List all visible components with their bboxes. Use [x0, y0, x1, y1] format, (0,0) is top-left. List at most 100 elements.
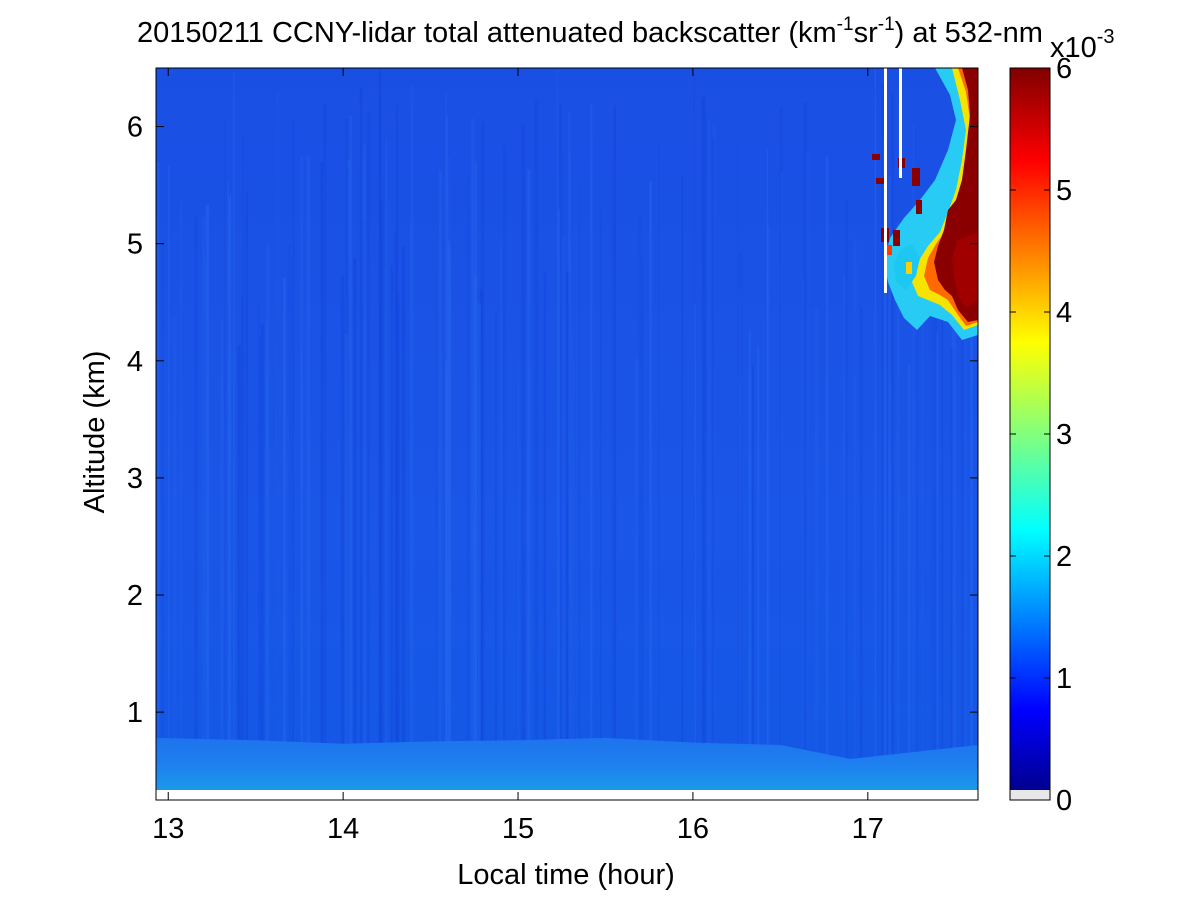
- noise-streak: [266, 244, 270, 790]
- noise-streak: [936, 332, 939, 790]
- noise-streak: [572, 331, 574, 790]
- noise-streak: [635, 358, 639, 790]
- noise-streak: [230, 191, 232, 790]
- noise-streak: [245, 192, 248, 790]
- y-tick-label: 1: [127, 697, 143, 729]
- noise-streak: [379, 200, 384, 790]
- noise-streak: [445, 361, 448, 790]
- noise-streak: [748, 330, 751, 790]
- noise-streak: [362, 144, 366, 790]
- noise-streak: [340, 275, 345, 790]
- noise-streak: [950, 347, 954, 790]
- cloud-cell: [876, 178, 884, 184]
- noise-streak: [543, 271, 547, 790]
- noise-streak: [359, 87, 363, 790]
- noise-streak: [712, 138, 715, 790]
- noise-streak: [220, 320, 224, 790]
- noise-streak: [970, 329, 973, 790]
- noise-streak: [266, 321, 268, 790]
- noise-streak: [825, 156, 829, 790]
- noise-streak: [438, 170, 442, 790]
- noise-streak: [468, 223, 470, 790]
- noise-streak: [396, 294, 400, 790]
- noise-streak: [353, 258, 357, 790]
- noise-streak: [323, 104, 327, 790]
- colorbar-tick-label: 6: [1056, 53, 1072, 85]
- noise-streak: [205, 204, 209, 790]
- noise-streak: [445, 115, 448, 790]
- noise-streak: [805, 150, 809, 790]
- noise-streak: [613, 105, 617, 790]
- colorbar: 0 1 2 3 4 5 6 x10-3: [1009, 26, 1115, 817]
- colorbar-tick-label: 3: [1056, 419, 1072, 451]
- noise-streak: [896, 222, 900, 790]
- noise-streak: [435, 274, 437, 790]
- noise-streak: [202, 217, 205, 790]
- x-tick-label: 17: [852, 813, 884, 845]
- noise-streak: [960, 96, 962, 790]
- colorbar-ticks: 0 1 2 3 4 5 6: [1010, 53, 1072, 817]
- cloud-cell: [886, 245, 892, 255]
- noise-streak: [694, 304, 696, 790]
- noise-streak: [708, 119, 711, 790]
- noise-streak: [611, 165, 613, 790]
- noise-streak: [802, 278, 805, 790]
- noise-streak: [410, 86, 414, 790]
- noise-streak: [481, 121, 485, 790]
- noise-streak: [194, 215, 198, 790]
- noise-streak: [275, 92, 280, 790]
- noise-streak: [389, 265, 394, 790]
- noise-streak: [534, 100, 539, 790]
- noise-streak: [658, 144, 660, 790]
- noise-streak: [517, 359, 520, 790]
- x-tick-label: 14: [327, 813, 359, 845]
- noise-streak: [161, 243, 164, 790]
- noise-streak: [701, 97, 706, 790]
- noise-streak: [240, 295, 244, 790]
- noise-streak: [738, 250, 743, 790]
- noise-streak: [344, 118, 349, 790]
- data-gap: [884, 68, 887, 293]
- x-axis-ticks: 13 14 15 16 17: [152, 68, 884, 845]
- colorbar-tick-label: 5: [1056, 175, 1072, 207]
- noise-streak: [401, 246, 406, 790]
- noise-streak: [970, 114, 974, 790]
- noise-streak: [842, 274, 846, 790]
- noise-streak: [884, 217, 887, 790]
- noise-streak: [693, 73, 695, 790]
- background-signal: [156, 68, 978, 790]
- plot-area: 13 14 15 16 17 1 2 3 4 5 6: [127, 67, 979, 845]
- noise-streak: [556, 69, 559, 790]
- noise-streak: [447, 240, 451, 790]
- noise-streak: [600, 206, 602, 790]
- noise-streak: [349, 115, 353, 790]
- noise-streak: [449, 265, 452, 790]
- noise-streak: [881, 83, 885, 790]
- noise-streak: [224, 123, 226, 790]
- noise-streak: [738, 288, 742, 790]
- boundary-layer: [156, 737, 978, 790]
- noise-streak: [886, 142, 889, 790]
- noise-streak: [557, 208, 560, 790]
- x-tick-label: 13: [152, 813, 184, 845]
- noise-streak: [378, 69, 382, 790]
- noise-streak: [396, 103, 399, 790]
- noise-streak: [503, 144, 506, 790]
- colorbar-exponent: x10-3: [1050, 26, 1115, 64]
- noise-streak: [814, 306, 819, 790]
- noise-streak: [891, 93, 894, 790]
- noise-streak: [362, 221, 365, 790]
- noise-streak: [473, 275, 478, 790]
- y-tick-label: 5: [127, 229, 143, 261]
- colorbar-tick-label: 0: [1056, 785, 1072, 817]
- noise-streak: [874, 68, 877, 790]
- noise-streak: [521, 124, 526, 790]
- cloud-cell: [872, 154, 880, 160]
- noise-streak: [260, 323, 264, 790]
- noise-streak: [882, 138, 886, 790]
- noise-streak: [845, 199, 848, 790]
- noise-streak: [921, 317, 923, 790]
- noise-streak: [466, 176, 469, 790]
- noise-streak: [173, 317, 176, 790]
